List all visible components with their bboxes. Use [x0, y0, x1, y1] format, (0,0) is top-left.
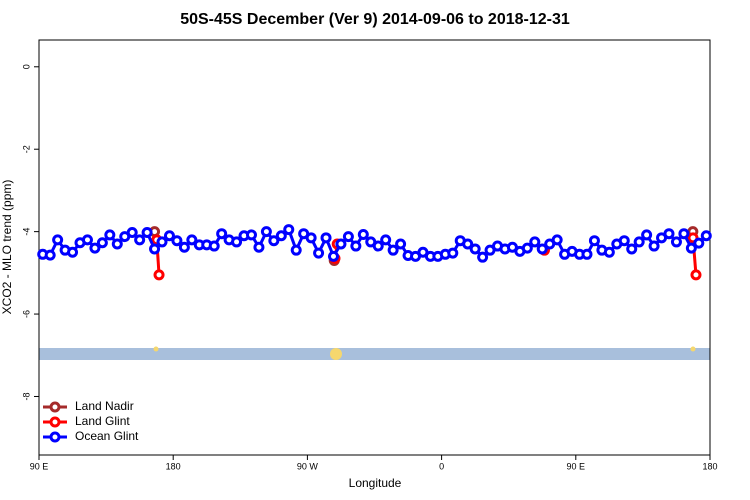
point	[521, 242, 533, 254]
point	[380, 234, 392, 246]
point	[186, 234, 198, 246]
point	[335, 238, 347, 250]
point	[477, 251, 489, 263]
point	[290, 244, 302, 256]
point	[372, 240, 384, 252]
point	[283, 224, 295, 236]
point	[685, 242, 697, 254]
point	[395, 238, 407, 250]
point	[313, 247, 325, 259]
point	[690, 269, 702, 281]
point	[648, 240, 660, 252]
x-tick-label: 180	[702, 461, 717, 471]
point	[618, 235, 630, 247]
point	[641, 229, 653, 241]
y-tick-label: -6	[21, 310, 31, 318]
y-tick-label: -8	[21, 392, 31, 400]
legend-marker	[49, 431, 61, 443]
x-tick-label: 90 W	[297, 461, 319, 471]
point	[275, 230, 287, 242]
point	[663, 228, 675, 240]
point	[469, 243, 481, 255]
x-tick-label: 90 E	[30, 461, 49, 471]
point	[153, 269, 165, 281]
legend-marker	[49, 401, 61, 413]
y-tick-label: -4	[21, 228, 31, 236]
point	[67, 246, 79, 258]
point	[350, 240, 362, 252]
point	[387, 244, 399, 256]
y-tick-label: 0	[21, 64, 31, 69]
x-tick-label: 90 E	[567, 461, 586, 471]
x-tick-label: 0	[439, 461, 444, 471]
point	[163, 230, 175, 242]
legend-marker	[49, 416, 61, 428]
band-marker	[330, 348, 342, 360]
point	[89, 242, 101, 254]
point	[357, 229, 369, 241]
point	[581, 248, 593, 260]
point	[305, 232, 317, 244]
point	[231, 236, 243, 248]
point	[44, 249, 56, 261]
y-tick-label: -2	[21, 145, 31, 153]
point	[327, 250, 339, 262]
y-axis-label: XCO2 - MLO trend (ppm)	[0, 180, 14, 315]
point	[141, 226, 153, 238]
point	[178, 241, 190, 253]
point	[111, 238, 123, 250]
point	[626, 243, 638, 255]
surface-band	[39, 348, 710, 360]
point	[342, 231, 354, 243]
point	[134, 234, 146, 246]
point	[529, 236, 541, 248]
point	[126, 226, 138, 238]
point	[245, 229, 257, 241]
point	[603, 246, 615, 258]
point	[268, 235, 280, 247]
point	[678, 228, 690, 240]
point	[253, 241, 265, 253]
x-axis-label: Longitude	[349, 476, 402, 490]
point	[693, 237, 705, 249]
band-marker	[153, 346, 159, 352]
legend-label: Land Nadir	[75, 399, 134, 413]
point	[551, 234, 563, 246]
point	[633, 236, 645, 248]
legend-label: Land Glint	[75, 414, 130, 428]
point	[81, 234, 93, 246]
point	[670, 236, 682, 248]
band-marker	[690, 346, 696, 352]
legend-label: Ocean Glint	[75, 429, 139, 443]
point	[52, 234, 64, 246]
point	[588, 235, 600, 247]
point	[96, 237, 108, 249]
point	[104, 229, 116, 241]
plot-frame	[38, 39, 711, 456]
point	[208, 240, 220, 252]
point	[149, 243, 161, 255]
chart-title: 50S-45S December (Ver 9) 2014-09-06 to 2…	[180, 11, 570, 28]
point	[462, 238, 474, 250]
point	[156, 236, 168, 248]
point	[447, 247, 459, 259]
point	[536, 243, 548, 255]
point	[320, 232, 332, 244]
point	[216, 228, 228, 240]
point	[700, 230, 712, 242]
point	[171, 235, 183, 247]
x-tick-label: 180	[166, 461, 181, 471]
point	[260, 226, 272, 238]
